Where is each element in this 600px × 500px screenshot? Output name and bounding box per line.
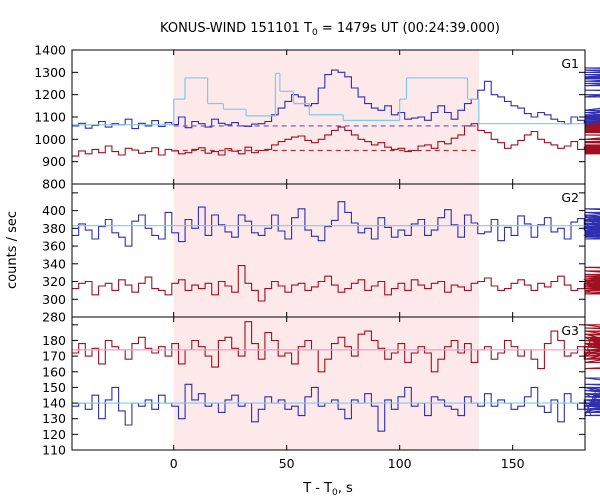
panel-g1-y-tick-label: 900 [42, 154, 66, 169]
panel-g1-y-tick-label: 1100 [34, 110, 66, 125]
panel-g3-series-red-line [72, 321, 600, 373]
chart-title: KONUS-WIND 151101 T0 = 1479s UT (00:24:3… [160, 21, 500, 38]
panel-g1-y-tick-label: 1300 [34, 65, 66, 80]
panel-g1-shaded-interval [173, 50, 479, 184]
panel-g2-y-tick-label: 360 [42, 239, 66, 254]
panel-g2-series-red-line [72, 265, 600, 302]
panel-g3-y-tick-label: 170 [42, 349, 66, 364]
panel-g1-label: G1 [561, 56, 579, 71]
panel-g3-y-tick-label: 130 [42, 411, 66, 426]
panel-g2-series-blue-line [72, 201, 600, 247]
panels-group: 80090010001100120013001400G1280300320340… [34, 43, 600, 471]
panel-g2-label: G2 [561, 190, 579, 205]
panel-g2-y-tick-label: 320 [42, 274, 66, 289]
panel-g2-y-tick-label: 380 [42, 221, 66, 236]
y-axis-label: counts / sec [5, 211, 20, 289]
panel-g3-y-tick-label: 140 [42, 396, 66, 411]
x-tick-label: 0 [170, 456, 178, 471]
panel-g2-y-tick-label: 340 [42, 256, 66, 271]
panel-g3-y-tick-label: 180 [42, 333, 66, 348]
panel-g2-y-tick-label: 300 [42, 292, 66, 307]
panel-g3-y-tick-label: 120 [42, 427, 66, 442]
x-tick-label: 100 [388, 456, 412, 471]
panel-g2-y-tick-label: 280 [42, 310, 66, 325]
panel-g2-shaded-interval [173, 184, 479, 317]
panel-g3-series-blue-line [72, 377, 600, 432]
panel-g3-label: G3 [561, 323, 579, 338]
panel-g3-y-tick-label: 160 [42, 364, 66, 379]
panel-g1-y-tick-label: 1400 [34, 43, 66, 58]
panel-g3-shaded-interval [173, 317, 479, 450]
panel-g1-y-tick-label: 1200 [34, 87, 66, 102]
panel-g1-y-tick-label: 1000 [34, 132, 66, 147]
x-axis-label: T - T0, s [302, 481, 353, 498]
panel-g3-y-tick-label: 150 [42, 380, 66, 395]
x-tick-label: 150 [501, 456, 525, 471]
panel-g3-frame [71, 316, 586, 451]
x-tick-label: 50 [279, 456, 295, 471]
panel-g1-series-red-line [72, 120, 600, 157]
panel-g3-y-tick-label: 110 [42, 443, 66, 458]
panel-g2-y-tick-label: 400 [42, 203, 66, 218]
panel-g1-y-tick-label: 800 [42, 177, 66, 192]
